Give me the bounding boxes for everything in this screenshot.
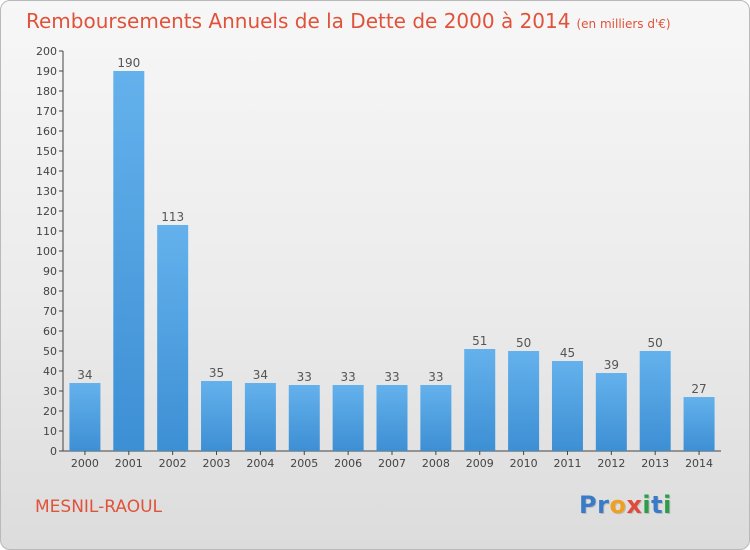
bar-value-label: 27 [691,382,706,396]
bar [551,361,583,451]
bar-value-label: 33 [340,370,355,384]
y-tick-label: 30 [43,385,57,398]
y-tick-label: 120 [36,205,57,218]
y-tick-label: 80 [43,285,57,298]
logo-letter: t [651,491,664,519]
x-tick-label: 2009 [466,457,494,470]
y-tick-label: 200 [36,45,57,58]
logo-letter: o [609,491,627,519]
x-tick-label: 2003 [203,457,231,470]
bar-value-label: 45 [560,346,575,360]
x-tick-label: 2012 [597,457,625,470]
x-tick-label: 2004 [246,457,274,470]
bar-value-label: 51 [472,334,487,348]
chart-subtitle: (en milliers d'€) [576,17,671,31]
y-tick-label: 150 [36,145,57,158]
y-tick-label: 50 [43,345,57,358]
chart-title: Remboursements Annuels de la Dette de 20… [26,9,671,33]
bar [332,385,364,451]
y-tick-label: 10 [43,425,57,438]
y-tick-label: 90 [43,265,57,278]
x-tick-label: 2008 [422,457,450,470]
bar [508,351,540,451]
y-tick-label: 100 [36,245,57,258]
bar [244,383,276,451]
bar [639,351,671,451]
bar-value-label: 33 [297,370,312,384]
bar [595,373,627,451]
bar [683,397,715,451]
bar [201,381,233,451]
y-tick-label: 40 [43,365,57,378]
x-tick-label: 2006 [334,457,362,470]
logo-letter: i [642,491,652,519]
x-tick-label: 2001 [115,457,143,470]
bar-value-label: 113 [161,210,184,224]
y-tick-label: 130 [36,185,57,198]
x-tick-label: 2005 [290,457,318,470]
bar-value-label: 50 [648,336,663,350]
bar-value-label: 190 [117,56,140,70]
bar [113,71,145,451]
y-tick-label: 110 [36,225,57,238]
bar [420,385,452,451]
bar [376,385,408,451]
bar-value-label: 33 [428,370,443,384]
bar-value-label: 34 [77,368,92,382]
x-tick-label: 2013 [641,457,669,470]
chart-title-text: Remboursements Annuels de la Dette de 20… [26,9,571,33]
bar-value-label: 34 [253,368,268,382]
y-tick-label: 160 [36,125,57,138]
y-tick-label: 140 [36,165,57,178]
x-tick-label: 2014 [685,457,713,470]
proxiti-logo: Proxiti [579,491,672,519]
x-tick-label: 2011 [553,457,581,470]
bar [69,383,101,451]
y-tick-label: 170 [36,105,57,118]
x-tick-label: 2000 [71,457,99,470]
bar-value-label: 33 [384,370,399,384]
bar [288,385,320,451]
commune-name: MESNIL-RAOUL [35,497,162,517]
x-tick-label: 2007 [378,457,406,470]
y-tick-label: 180 [36,85,57,98]
bar [464,349,496,451]
logo-letter: P [579,491,598,519]
bar-value-label: 35 [209,366,224,380]
y-tick-label: 70 [43,305,57,318]
y-tick-label: 0 [50,445,57,458]
y-tick-label: 20 [43,405,57,418]
logo-letter: r [597,491,610,519]
logo-letter: x [626,491,643,519]
y-tick-label: 190 [36,65,57,78]
bar-value-label: 50 [516,336,531,350]
bar [157,225,189,451]
x-tick-label: 2002 [159,457,187,470]
logo-letter: i [663,491,672,519]
y-tick-label: 60 [43,325,57,338]
bar-value-label: 39 [604,358,619,372]
x-tick-label: 2010 [510,457,538,470]
